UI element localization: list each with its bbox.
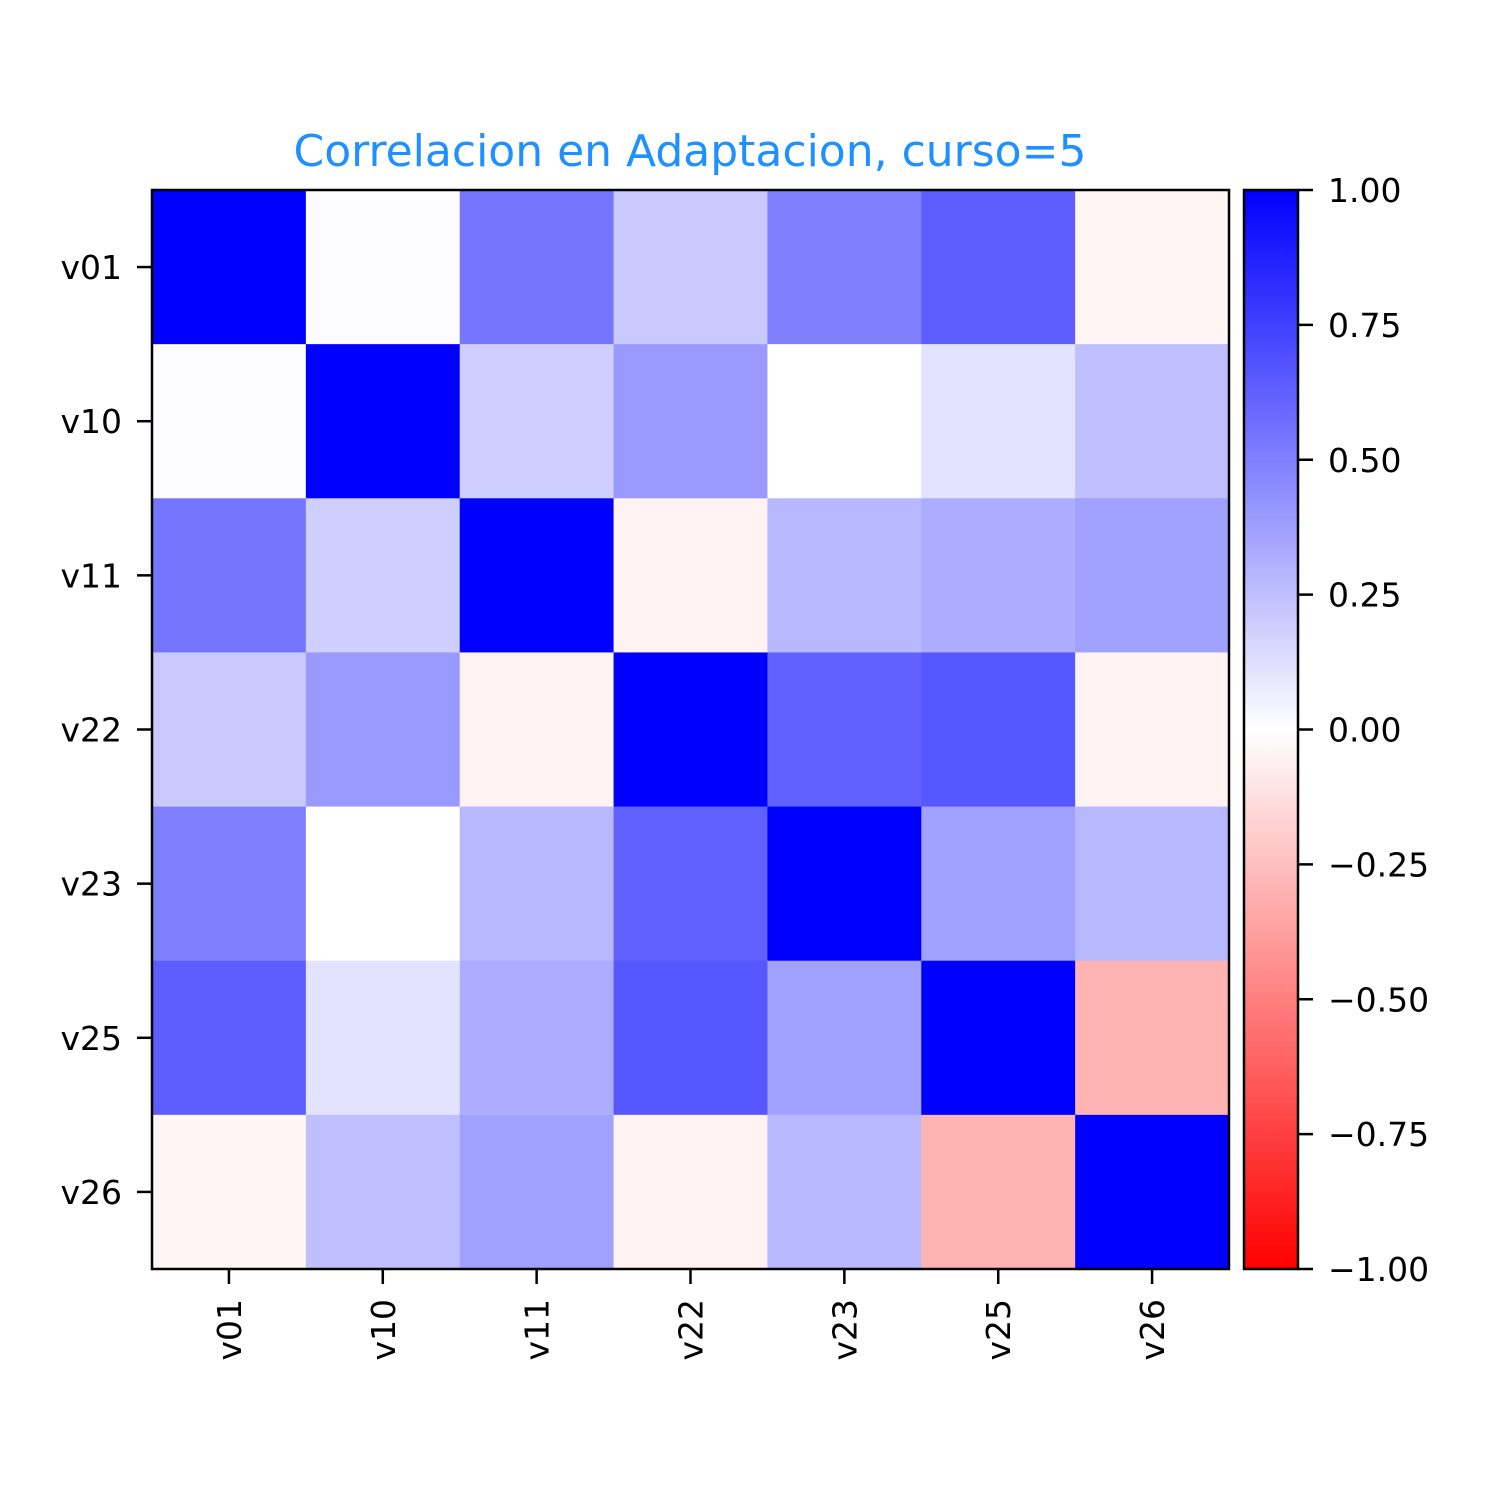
heatmap-cell-v26-v25 [921,1114,1076,1270]
y-tick-label-v11: v11 [60,556,122,595]
heatmap-cell-v26-v23 [767,1114,922,1270]
heatmap-cell-v25-v01 [152,960,307,1116]
colorbar-tick-label-0: 1.00 [1328,171,1401,210]
x-tick-label-v26: v26 [1133,1299,1172,1361]
heatmap-cell-v26-v22 [613,1114,769,1270]
heatmap-cell-v11-v10 [305,498,461,654]
heatmap-cell-v23-v01 [152,806,307,962]
chart-title: Correlacion en Adaptacion, curso=5 [294,126,1087,177]
heatmap-cell-v25-v23 [767,960,922,1116]
colorbar-tick-label-5: −0.25 [1328,845,1429,884]
heatmap-cell-v01-v26 [1075,190,1230,345]
heatmap-cells [152,190,1230,1270]
y-axis: v01 v10 v11 v22 v23 v25 v26 [60,248,152,1212]
x-tick-label-v25: v25 [979,1299,1018,1361]
heatmap-cell-v23-v22 [613,806,769,962]
heatmap-cell-v22-v22 [613,652,769,808]
colorbar-axis: 1.00 0.75 0.50 0.25 0.00 −0.25 −0.50 −0.75 −1.00 [1298,171,1429,1289]
y-tick-label-v25: v25 [60,1019,122,1058]
heatmap-cell-v01-v01 [152,190,307,345]
heatmap-cell-v26-v11 [459,1114,615,1270]
colorbar-tick-label-1: 0.75 [1328,306,1401,345]
heatmap-cell-v25-v22 [613,960,769,1116]
x-tick-label-v22: v22 [672,1299,711,1361]
heatmap-cell-v26-v10 [305,1114,461,1270]
colorbar-gradient [1244,190,1298,1269]
heatmap-cell-v25-v26 [1075,960,1230,1116]
y-tick-label-v23: v23 [60,865,122,904]
colorbar-tick-label-4: 0.00 [1328,711,1401,750]
heatmap-cell-v01-v22 [613,190,769,345]
heatmap-cell-v01-v11 [459,190,615,345]
heatmap-cell-v25-v25 [921,960,1076,1116]
x-tick-label-v11: v11 [518,1299,557,1361]
colorbar-tick-label-8: −1.00 [1328,1250,1429,1289]
heatmap-cell-v11-v25 [921,498,1076,654]
y-tick-label-v26: v26 [60,1173,122,1212]
y-tick-label-v01: v01 [60,248,122,287]
heatmap-cell-v26-v26 [1075,1114,1230,1270]
heatmap-cell-v23-v11 [459,806,615,962]
y-tick-label-v10: v10 [60,402,122,441]
x-tick-label-v10: v10 [364,1299,403,1361]
heatmap-cell-v10-v01 [152,344,307,499]
heatmap-cell-v10-v10 [305,344,461,499]
heatmap-cell-v10-v25 [921,344,1076,499]
heatmap-cell-v23-v26 [1075,806,1230,962]
x-tick-label-v23: v23 [825,1299,864,1361]
heatmap-cell-v11-v22 [613,498,769,654]
heatmap-cell-v01-v23 [767,190,922,345]
x-axis: v01 v10 v11 v22 v23 v25 v26 [210,1269,1172,1361]
heatmap-cell-v11-v01 [152,498,307,654]
heatmap-cell-v11-v11 [459,498,615,654]
heatmap-cell-v25-v11 [459,960,615,1116]
heatmap-cell-v23-v23 [767,806,922,962]
heatmap-cell-v01-v10 [305,190,461,345]
colorbar-tick-label-2: 0.50 [1328,441,1401,480]
heatmap-cell-v10-v11 [459,344,615,499]
heatmap-cell-v22-v11 [459,652,615,808]
heatmap-cell-v22-v10 [305,652,461,808]
heatmap-cell-v22-v23 [767,652,922,808]
heatmap-cell-v23-v10 [305,806,461,962]
heatmap-cell-v22-v01 [152,652,307,808]
heatmap-cell-v10-v22 [613,344,769,499]
heatmap-cell-v22-v26 [1075,652,1230,808]
heatmap-cell-v10-v26 [1075,344,1230,499]
heatmap-cell-v26-v01 [152,1114,307,1270]
heatmap-cell-v22-v25 [921,652,1076,808]
colorbar-tick-label-3: 0.25 [1328,576,1401,615]
heatmap-cell-v11-v23 [767,498,922,654]
x-tick-label-v01: v01 [210,1299,249,1361]
heatmap-cell-v11-v26 [1075,498,1230,654]
colorbar-tick-label-6: −0.50 [1328,980,1429,1019]
heatmap-cell-v23-v25 [921,806,1076,962]
heatmap-cell-v01-v25 [921,190,1076,345]
heatmap-cell-v25-v10 [305,960,461,1116]
heatmap-cell-v10-v23 [767,344,922,499]
y-tick-label-v22: v22 [60,711,122,750]
colorbar-tick-label-7: −0.75 [1328,1115,1429,1154]
